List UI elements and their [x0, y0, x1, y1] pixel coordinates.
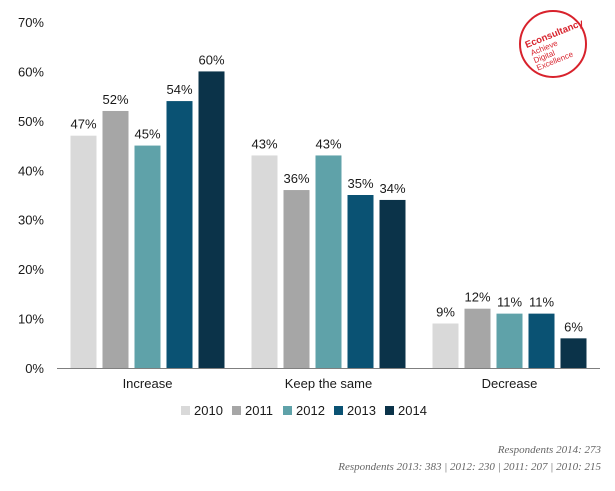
legend: 2010 2011 2012 2013 2014 — [181, 403, 427, 418]
data-label: 12% — [464, 290, 490, 305]
legend-swatch-2012 — [283, 406, 292, 415]
data-label: 54% — [166, 82, 192, 97]
bar-2013-2 — [528, 313, 555, 368]
x-category-label: Keep the same — [285, 376, 372, 391]
bar-2011-1 — [283, 190, 310, 368]
legend-swatch-2014 — [385, 406, 394, 415]
x-axis-categories: Increase Keep the same Decrease — [123, 376, 538, 391]
bar-2010-0 — [70, 135, 97, 368]
data-label: 45% — [134, 127, 160, 142]
data-label: 47% — [70, 117, 96, 132]
y-tick-label: 0% — [25, 361, 44, 376]
footnote-respondents-2014: Respondents 2014: 273 — [497, 444, 601, 456]
bar-2014-0 — [198, 71, 225, 368]
legend-label-2011: 2011 — [245, 403, 273, 418]
legend-label-2010: 2010 — [194, 403, 223, 418]
y-axis: 0% 10% 20% 30% 40% 50% 60% 70% — [18, 15, 44, 376]
x-category-label: Decrease — [482, 376, 538, 391]
bar-2010-2 — [432, 323, 459, 368]
bars — [70, 71, 587, 368]
data-label: 11% — [497, 295, 522, 310]
y-tick-label: 60% — [18, 64, 44, 79]
y-tick-label: 40% — [18, 163, 44, 178]
bar-2011-2 — [464, 308, 491, 368]
legend-label-2012: 2012 — [296, 403, 325, 418]
bar-2014-2 — [560, 338, 587, 368]
footnote-respondents-other-years: Respondents 2013: 383 | 2012: 230 | 2011… — [338, 461, 601, 473]
bar-2012-1 — [315, 155, 342, 368]
data-label: 6% — [564, 319, 583, 334]
data-label: 43% — [251, 136, 277, 151]
data-label: 11% — [529, 295, 554, 310]
y-tick-label: 50% — [18, 114, 44, 129]
data-label: 9% — [436, 305, 455, 320]
bar-2012-2 — [496, 313, 523, 368]
legend-swatch-2011 — [232, 406, 241, 415]
bar-2011-0 — [102, 110, 129, 368]
data-label: 52% — [102, 92, 128, 107]
data-labels: 47% 52% 45% 54% 60% 43% 36% 43% 35% 34% 9% 12% 11% 11… — [70, 52, 583, 334]
bar-2014-1 — [379, 199, 406, 368]
x-category-label: Increase — [123, 376, 173, 391]
legend-label-2013: 2013 — [347, 403, 376, 418]
bar-2013-1 — [347, 195, 374, 368]
econsultancy-logo: Econsultancy Achieve Digital Excellence — [519, 10, 587, 78]
y-tick-label: 20% — [18, 262, 44, 277]
legend-label-2014: 2014 — [398, 403, 427, 418]
legend-swatch-2013 — [334, 406, 343, 415]
y-tick-label: 30% — [18, 213, 44, 228]
bar-2012-0 — [134, 145, 161, 368]
bar-2010-1 — [251, 155, 278, 368]
legend-swatch-2010 — [181, 406, 190, 415]
bar-2013-0 — [166, 101, 193, 368]
data-label: 35% — [347, 176, 373, 191]
y-tick-label: 70% — [18, 15, 44, 30]
data-label: 34% — [379, 181, 405, 196]
data-label: 36% — [283, 171, 309, 186]
data-label: 60% — [198, 52, 224, 67]
data-label: 43% — [315, 136, 341, 151]
y-tick-label: 10% — [18, 312, 44, 327]
